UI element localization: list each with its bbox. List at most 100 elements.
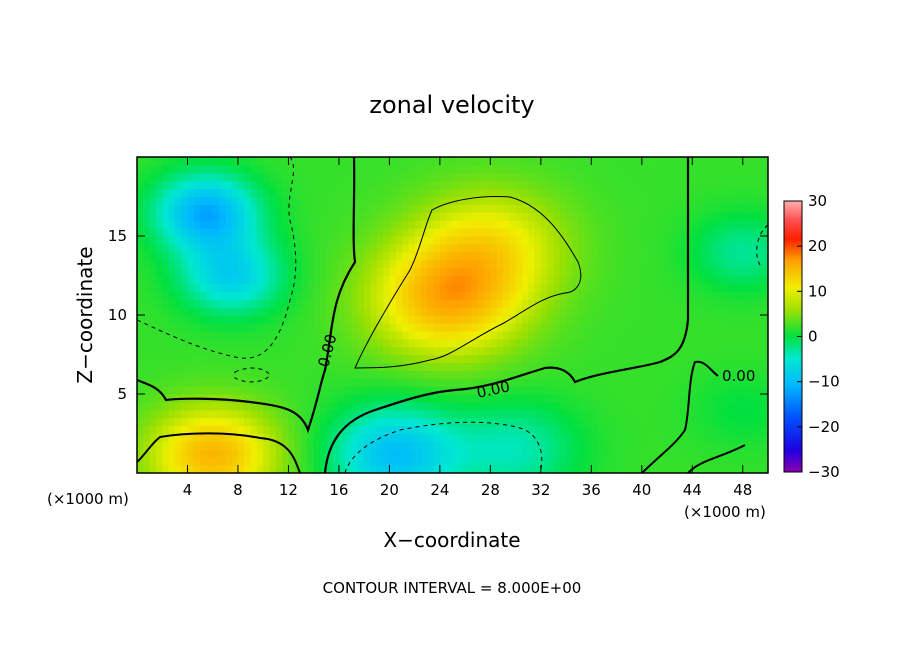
field-cell — [433, 275, 441, 284]
field-cell — [282, 164, 290, 174]
field-cell — [307, 157, 315, 166]
field-cell — [389, 465, 397, 473]
field-cell — [263, 220, 271, 229]
field-cell — [256, 394, 264, 403]
field-cell — [143, 370, 151, 379]
field-cell — [711, 299, 719, 308]
field-cell — [364, 220, 372, 229]
field-cell — [471, 322, 479, 332]
field-cell — [250, 236, 258, 245]
field-cell — [717, 441, 725, 450]
field-cell — [711, 362, 719, 371]
field-cell — [711, 346, 719, 356]
field-cell — [698, 465, 706, 473]
field-cell — [496, 417, 504, 427]
field-cell — [275, 267, 283, 277]
field-cell — [622, 457, 630, 466]
field-cell — [704, 441, 712, 450]
field-cell — [534, 275, 542, 284]
field-cell — [528, 267, 536, 277]
field-cell — [692, 338, 700, 348]
field-cell — [269, 386, 277, 395]
field-cell — [383, 425, 390, 435]
field-cell — [603, 228, 611, 237]
field-cell — [338, 228, 346, 237]
field-cell — [250, 212, 258, 221]
field-cell — [673, 291, 681, 300]
field-cell — [319, 275, 327, 284]
field-cell — [319, 307, 327, 316]
field-cell — [553, 212, 561, 221]
field-cell — [439, 291, 447, 300]
field-cell — [471, 291, 479, 300]
field-cell — [723, 251, 731, 261]
field-cell — [749, 188, 756, 198]
field-cell — [206, 409, 214, 419]
field-cell — [446, 243, 454, 253]
field-cell — [301, 425, 308, 435]
field-cell — [692, 283, 700, 292]
field-cell — [149, 228, 157, 237]
field-cell — [458, 259, 466, 269]
field-cell — [540, 180, 548, 190]
field-cell — [597, 449, 605, 458]
field-cell — [193, 346, 201, 356]
field-cell — [439, 425, 447, 435]
field-cell — [263, 441, 271, 450]
field-cell — [704, 243, 712, 253]
field-cell — [622, 307, 630, 316]
field-cell — [622, 172, 630, 182]
field-cell — [357, 188, 365, 198]
field-cell — [155, 243, 163, 253]
field-cell — [648, 322, 656, 332]
field-cell — [585, 283, 592, 292]
field-cell — [648, 243, 656, 253]
field-cell — [212, 315, 220, 324]
field-cell — [685, 275, 693, 284]
field-cell — [219, 251, 226, 261]
field-cell — [521, 322, 529, 332]
field-cell — [761, 212, 768, 221]
field-cell — [433, 267, 441, 277]
field-cell — [301, 188, 308, 198]
field-cell — [307, 409, 315, 419]
field-cell — [332, 196, 340, 205]
field-cell — [338, 378, 346, 387]
field-cell — [698, 401, 706, 411]
field-cell — [446, 180, 454, 190]
field-cell — [742, 236, 750, 245]
field-cell — [269, 322, 277, 332]
field-cell — [452, 299, 460, 308]
field-cell — [338, 307, 346, 316]
field-cell — [509, 243, 517, 253]
field-cell — [730, 362, 738, 371]
field-cell — [755, 283, 763, 292]
field-cell — [446, 433, 454, 442]
field-cell — [566, 172, 573, 182]
field-cell — [376, 307, 384, 316]
field-cell — [685, 196, 693, 205]
field-cell — [364, 417, 372, 427]
field-cell — [534, 354, 542, 363]
field-cell — [692, 243, 700, 253]
field-cell — [263, 354, 271, 363]
field-cell — [181, 164, 189, 174]
field-cell — [244, 275, 252, 284]
field-cell — [673, 425, 681, 435]
field-cell — [439, 251, 447, 261]
field-cell — [654, 457, 662, 466]
field-cell — [528, 251, 536, 261]
field-cell — [698, 307, 706, 316]
field-cell — [711, 315, 719, 324]
field-cell — [477, 322, 485, 332]
field-cell — [357, 465, 365, 473]
field-cell — [452, 228, 460, 237]
field-cell — [212, 172, 220, 182]
field-cell — [338, 449, 346, 458]
field-cell — [376, 401, 384, 411]
field-cell — [641, 433, 649, 442]
field-cell — [685, 338, 693, 348]
field-cell — [168, 425, 176, 435]
field-cell — [685, 315, 693, 324]
field-cell — [162, 322, 170, 332]
